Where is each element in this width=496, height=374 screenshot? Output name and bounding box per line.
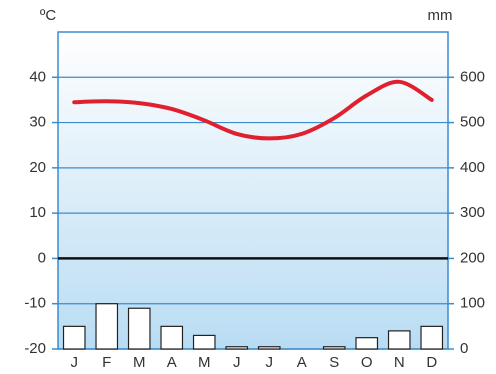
bar: [160, 325, 184, 350]
bar: [62, 325, 86, 350]
y2-tick-label: 500: [460, 114, 485, 131]
y-tick-label: 40: [29, 68, 46, 85]
y-tick-label: 0: [38, 249, 46, 266]
x-tick-label: J: [233, 354, 241, 371]
x-tick-label: A: [167, 354, 177, 371]
y-tick-label: -20: [24, 340, 46, 357]
plot-area: [57, 31, 449, 350]
bar: [257, 346, 281, 350]
x-tick-label: N: [394, 354, 405, 371]
x-tick-label: J: [266, 354, 274, 371]
y2-tick-label: 100: [460, 295, 485, 312]
temperature-line: [72, 79, 434, 141]
x-tick-label: A: [297, 354, 307, 371]
bar: [225, 346, 249, 350]
x-tick-label: S: [329, 354, 339, 371]
bar: [322, 346, 346, 350]
y-tick-label: 30: [29, 114, 46, 131]
x-tick-label: M: [133, 354, 146, 371]
x-tick-label: F: [102, 354, 111, 371]
y-tick-label: 20: [29, 159, 46, 176]
y2-axis-label: mm: [428, 7, 453, 24]
y2-tick-label: 300: [460, 204, 485, 221]
bar: [355, 337, 379, 350]
y-tick-label: 10: [29, 204, 46, 221]
bar: [420, 325, 444, 350]
x-tick-label: D: [426, 354, 437, 371]
y2-tick-label: 400: [460, 159, 485, 176]
y2-tick-label: 200: [460, 249, 485, 266]
bar: [127, 307, 151, 350]
y2-tick-label: 0: [460, 340, 468, 357]
x-tick-label: M: [198, 354, 211, 371]
bar: [95, 303, 119, 350]
y-axis-label: ºC: [40, 7, 56, 24]
y-tick-label: -10: [24, 295, 46, 312]
x-tick-label: O: [361, 354, 373, 371]
x-tick-label: J: [71, 354, 79, 371]
bar: [387, 330, 411, 350]
y2-tick-label: 600: [460, 68, 485, 85]
bar: [192, 334, 216, 350]
